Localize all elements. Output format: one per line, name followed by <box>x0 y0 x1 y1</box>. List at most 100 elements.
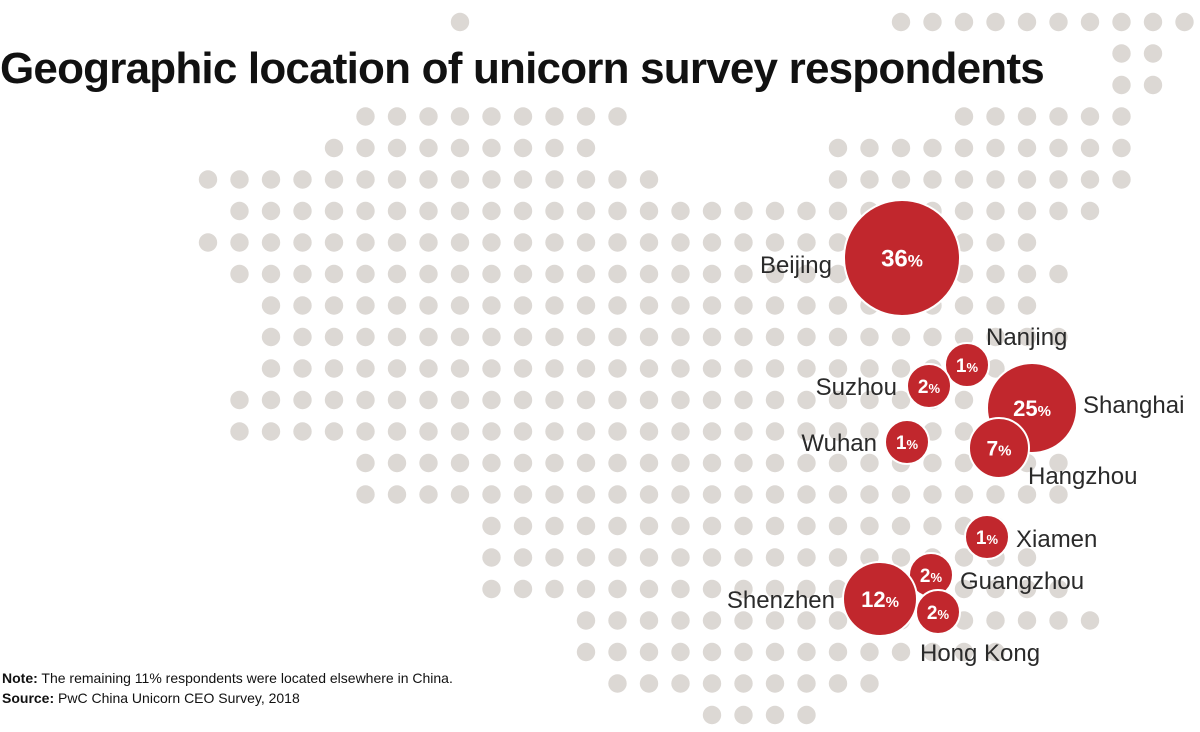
bubble-hangzhou <box>968 417 1030 479</box>
map-dot <box>671 359 690 378</box>
map-dot <box>482 201 501 221</box>
map-dot <box>671 611 690 630</box>
map-dot <box>482 170 501 189</box>
map-dot <box>954 107 974 126</box>
map-dot <box>608 422 627 441</box>
map-dot <box>765 327 785 347</box>
map-dot <box>608 453 627 473</box>
map-dot <box>356 390 375 410</box>
map-dot <box>765 359 785 378</box>
map-dot <box>387 327 407 347</box>
map-dot <box>608 548 627 567</box>
map-dot <box>671 516 690 536</box>
map-dot <box>482 516 501 536</box>
map-dot <box>765 548 785 567</box>
map-dot <box>828 264 848 284</box>
map-dot <box>356 138 375 158</box>
map-dot <box>734 453 753 473</box>
map-dot <box>324 390 344 410</box>
map-dot <box>797 548 816 567</box>
map-dot <box>545 170 564 189</box>
map-dot <box>387 233 407 252</box>
map-dot <box>545 296 564 315</box>
map-dot <box>1049 201 1068 221</box>
map-dot <box>891 390 911 410</box>
map-dot <box>702 705 722 725</box>
map-dot <box>860 170 879 189</box>
map-dot <box>986 12 1005 32</box>
map-dot <box>356 296 375 315</box>
map-dot <box>356 485 375 504</box>
map-dot <box>1049 107 1068 126</box>
bubble-value-hong-kong: 2% <box>927 603 950 624</box>
map-dot <box>608 485 627 504</box>
map-dot <box>639 422 659 441</box>
note-label: Note: <box>2 670 38 686</box>
map-dot <box>860 359 879 378</box>
map-dot <box>639 611 659 630</box>
map-dot <box>639 674 659 693</box>
bubble-suzhou <box>906 363 952 409</box>
map-dot <box>797 453 816 473</box>
map-dot <box>482 548 501 567</box>
map-dot <box>797 233 816 252</box>
map-dot <box>797 579 816 599</box>
map-dot <box>419 327 438 347</box>
map-dot <box>324 327 344 347</box>
map-dot <box>230 264 249 284</box>
map-dot <box>419 422 438 441</box>
map-dot <box>1017 264 1037 284</box>
map-dot <box>1080 611 1100 630</box>
map-dot <box>608 233 627 252</box>
map-dot <box>986 485 1005 504</box>
map-dot <box>860 327 879 347</box>
map-dot <box>639 359 659 378</box>
map-dot <box>923 138 942 158</box>
map-dot <box>450 390 470 410</box>
map-dot <box>419 485 438 504</box>
map-dot <box>419 170 438 189</box>
map-dot <box>891 170 911 189</box>
map-dot <box>1112 75 1131 95</box>
map-dot <box>828 674 848 693</box>
map-dot <box>954 138 974 158</box>
map-dot <box>639 170 659 189</box>
map-dot <box>387 296 407 315</box>
map-dot <box>387 453 407 473</box>
map-dot <box>513 233 533 252</box>
map-dot <box>450 296 470 315</box>
city-label-layer: Beijing Nanjing Suzhou Shanghai Wuhan Hangzho… <box>727 252 1185 667</box>
map-dot <box>419 233 438 252</box>
source-line: Source: PwC China Unicorn CEO Survey, 20… <box>2 690 300 706</box>
map-dot <box>986 170 1005 189</box>
map-dot <box>513 390 533 410</box>
map-dot <box>639 201 659 221</box>
map-dot <box>576 264 596 284</box>
map-dot <box>356 422 375 441</box>
map-dot <box>702 611 722 630</box>
map-dot <box>1143 44 1163 63</box>
map-dot <box>356 201 375 221</box>
map-dot <box>639 516 659 536</box>
map-dot <box>954 170 974 189</box>
map-dot <box>702 327 722 347</box>
map-dot <box>450 359 470 378</box>
map-dot <box>860 453 879 473</box>
map-dot <box>419 201 438 221</box>
map-dot <box>702 642 722 662</box>
map-dot <box>1143 12 1163 32</box>
bubble-value-hangzhou: 7% <box>986 438 1011 461</box>
map-dot <box>891 327 911 347</box>
map-dot <box>923 516 942 536</box>
map-dot <box>639 264 659 284</box>
map-dot <box>828 296 848 315</box>
map-dot <box>923 485 942 504</box>
map-dot <box>986 233 1005 252</box>
map-dot <box>387 138 407 158</box>
map-dot <box>1112 170 1131 189</box>
map-dot <box>891 359 911 378</box>
map-dot <box>1049 138 1068 158</box>
map-dot <box>734 264 753 284</box>
map-dot <box>545 327 564 347</box>
